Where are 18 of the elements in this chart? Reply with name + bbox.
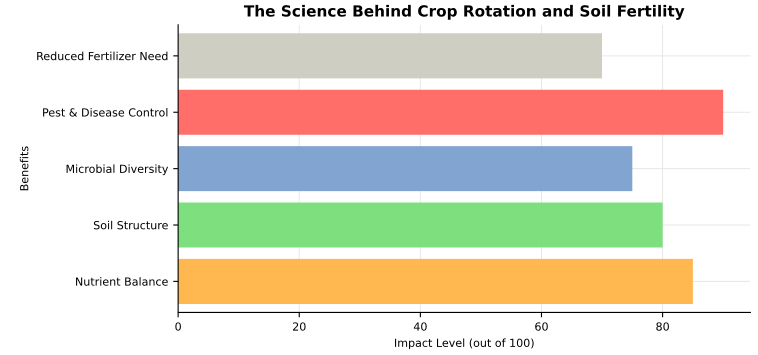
x-tick-label: 0 xyxy=(175,322,181,331)
x-tick-label: 60 xyxy=(535,322,548,331)
x-tick-label: 20 xyxy=(292,322,306,331)
y-tick-label: Microbial Diversity xyxy=(66,164,168,176)
bar xyxy=(178,202,663,248)
x-axis-title: Impact Level (out of 100) xyxy=(395,338,534,350)
y-tick-label: Pest & Disease Control xyxy=(43,108,168,117)
y-tick-label: Soil Structure xyxy=(94,220,168,230)
chart-title: The Science Behind Crop Rotation and Soil Fertility xyxy=(244,4,684,20)
bar xyxy=(178,33,602,78)
y-tick-label: Reduced Fertilizer Need xyxy=(37,52,168,60)
bar xyxy=(178,90,724,135)
bar xyxy=(178,258,693,304)
x-tick-label: 40 xyxy=(414,322,427,331)
x-tick-label: 80 xyxy=(656,322,669,331)
bar xyxy=(178,146,632,192)
y-tick-label: Nutrient Balance xyxy=(76,277,168,286)
y-axis-title: Benefits xyxy=(20,146,28,190)
